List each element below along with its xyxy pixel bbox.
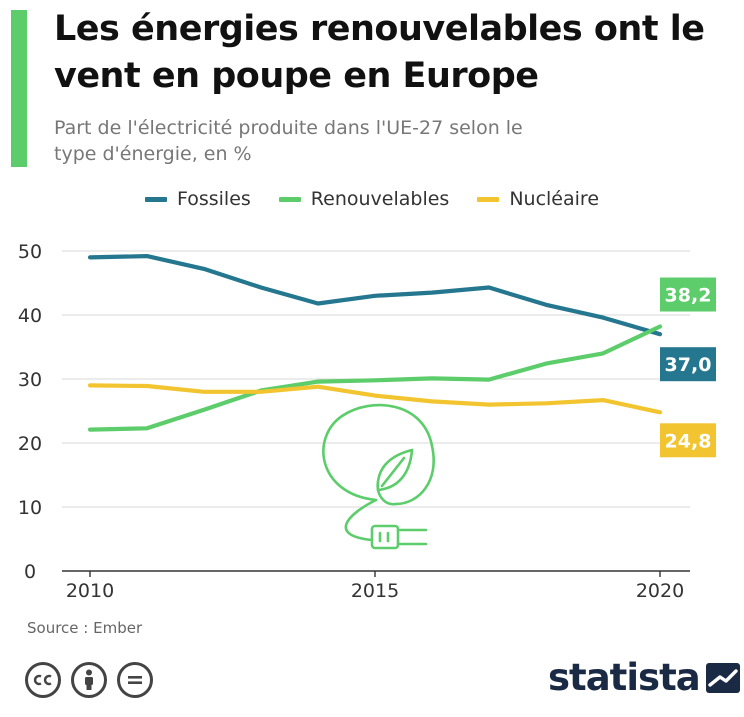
legend-swatch-renouvelables: [278, 196, 301, 202]
statista-logo[interactable]: statista: [548, 656, 740, 700]
by-icon[interactable]: [71, 662, 107, 698]
end-label-box: [660, 277, 716, 312]
y-tick-label: 40: [18, 305, 42, 327]
chart-legend: Fossiles Renouvelables Nucléaire: [0, 188, 744, 210]
chart-title: Les énergies renouvelables ont le vent e…: [54, 9, 705, 96]
y-tick-label: 0: [24, 561, 36, 583]
legend-item-nucleaire: Nucléaire: [477, 188, 599, 210]
series-line-fossiles: [87, 254, 663, 337]
grid-layer: 0 10 20 30 40 50 2010 2015 2020: [18, 241, 690, 602]
legend-swatch-nucleaire: [477, 196, 500, 202]
legend-label-fossiles: Fossiles: [176, 188, 251, 210]
end-label-value: 38,2: [665, 285, 712, 307]
statista-logo-icon: [705, 663, 740, 693]
y-tick-label: 50: [18, 241, 42, 263]
line-chart: 0 10 20 30 40 50 2010 2015 2020 37,0 38,2 24,8: [18, 241, 716, 602]
series-line-nuclaire: [87, 383, 663, 415]
source-note: Source : Ember: [27, 619, 143, 637]
title-accent-bar: [11, 10, 27, 167]
legend-swatch-fossiles: [144, 196, 167, 202]
y-tick-label: 30: [18, 369, 42, 391]
y-tick-label: 20: [18, 433, 42, 455]
end-label-layer: 37,0 38,2 24,8: [660, 277, 716, 458]
end-label-box: [660, 347, 716, 382]
series-line-renouvelables: [87, 324, 663, 432]
x-tick-label: 2020: [636, 580, 684, 602]
eco-plug-icon: [322, 403, 435, 550]
end-label-value: 37,0: [665, 354, 712, 376]
series-layer: [87, 254, 663, 432]
end-label-box: [660, 423, 716, 458]
nd-icon[interactable]: [117, 662, 153, 698]
cc-icon[interactable]: [25, 662, 61, 698]
legend-label-renouvelables: Renouvelables: [310, 188, 450, 210]
legend-label-nucleaire: Nucléaire: [509, 188, 600, 210]
license-icons: [25, 662, 153, 698]
x-tick-label: 2010: [66, 580, 114, 602]
chart-subtitle: Part de l'électricité produite dans l'UE…: [54, 117, 523, 165]
end-label-value: 24,8: [665, 430, 712, 452]
statista-wordmark: statista: [548, 656, 701, 699]
x-tick-label: 2015: [351, 580, 399, 602]
legend-item-renouvelables: Renouvelables: [278, 188, 450, 210]
legend-item-fossiles: Fossiles: [144, 188, 251, 210]
y-tick-label: 10: [18, 497, 42, 519]
